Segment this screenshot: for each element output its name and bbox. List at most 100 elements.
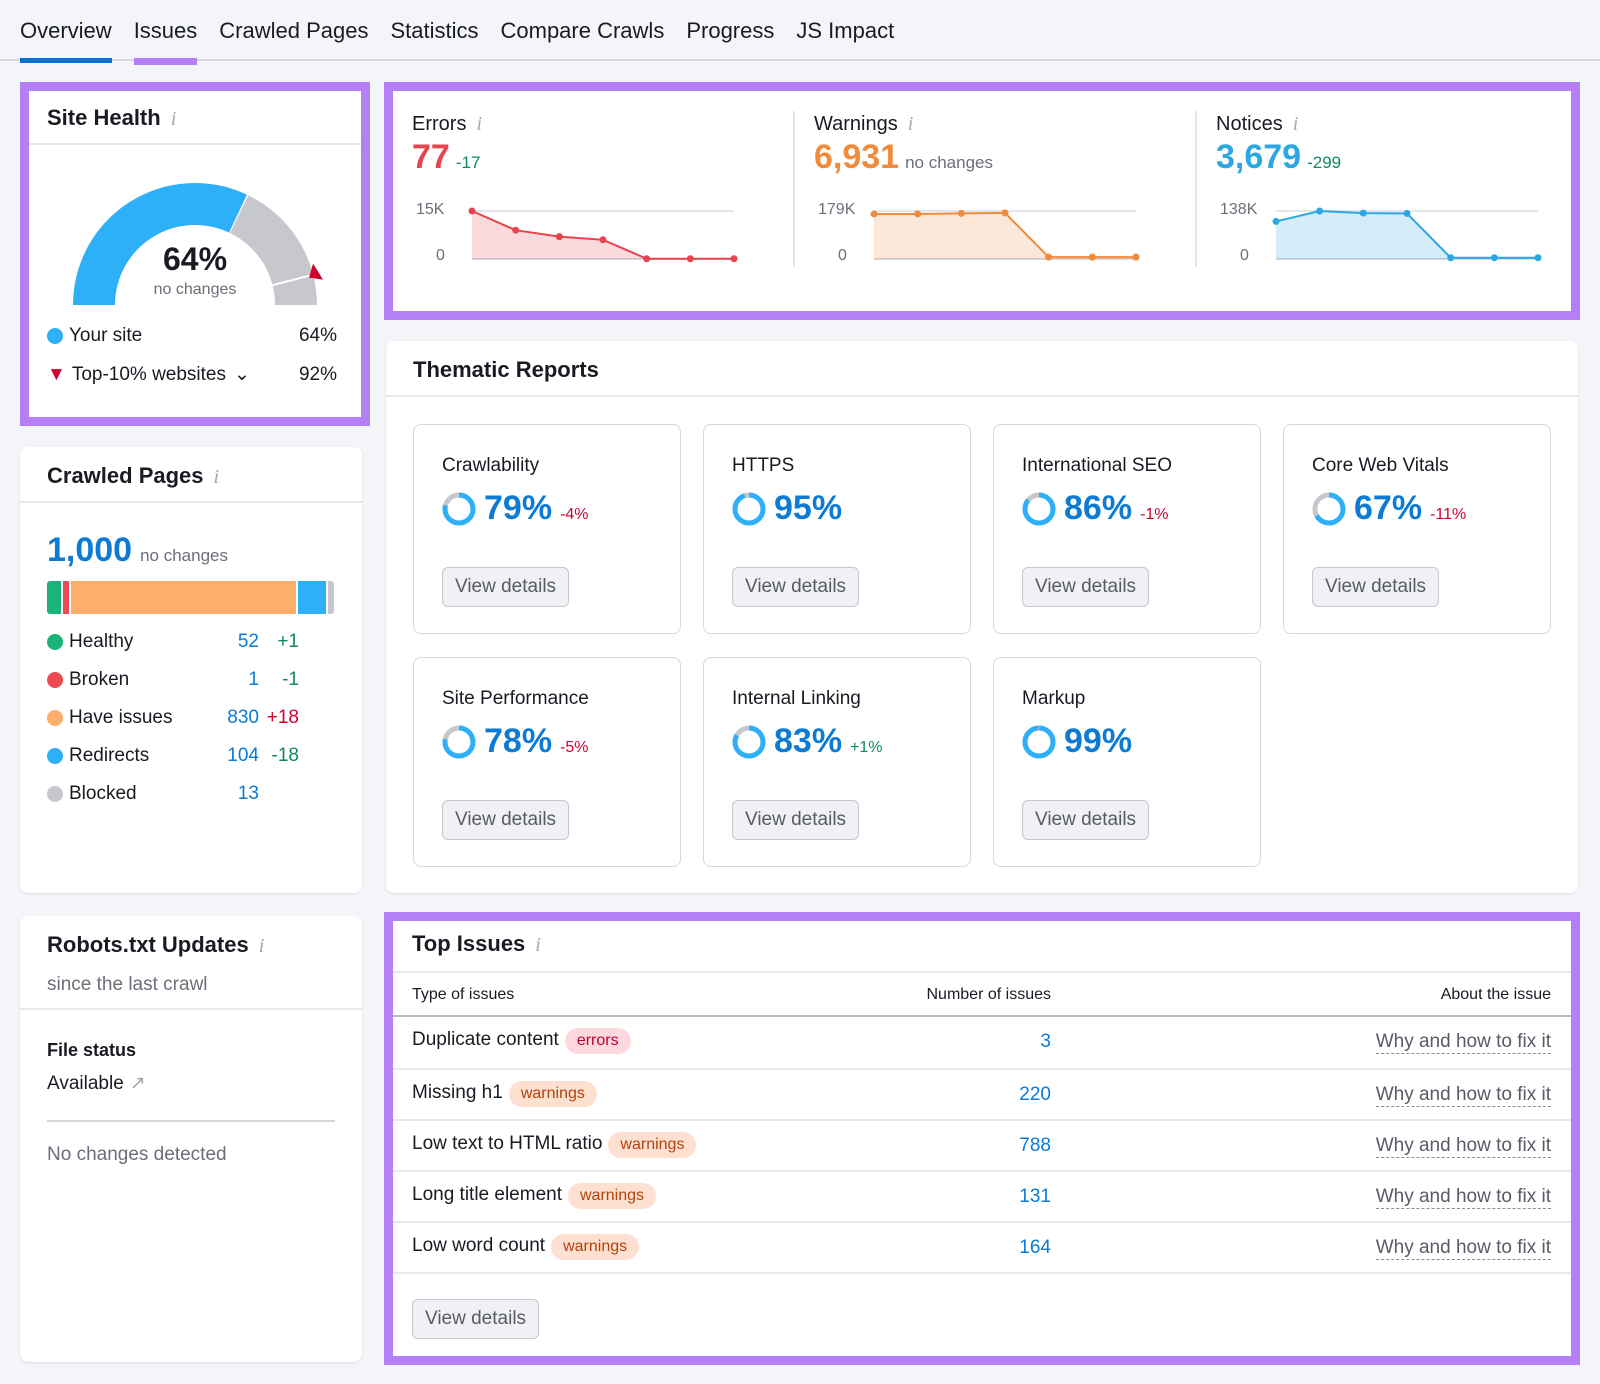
issue-row: Low text to HTML ratio warnings 788 Why a… <box>393 1119 1571 1170</box>
why-fix-link[interactable]: Why and how to fix it <box>1375 1084 1551 1107</box>
tab-crawled-pages[interactable]: Crawled Pages <box>219 18 369 43</box>
gauge-your-site-arc <box>73 183 247 305</box>
view-details-button[interactable]: View details <box>732 567 860 607</box>
top-issues-panel: Top Issues i Type of issues Number of iss… <box>384 912 1580 1365</box>
issue-type[interactable]: Low word count <box>412 1235 546 1256</box>
sparkline-point[interactable] <box>1447 254 1455 262</box>
sparkline-point[interactable] <box>643 255 651 263</box>
external-link-icon[interactable]: ↗ <box>129 1073 146 1094</box>
view-details-button[interactable]: View details <box>1022 800 1150 840</box>
tab-compare-crawls[interactable]: Compare Crawls <box>500 18 665 43</box>
info-icon[interactable]: i <box>535 934 541 956</box>
tab-js-impact[interactable]: JS Impact <box>796 18 895 43</box>
bar-segment-blocked[interactable] <box>327 581 334 614</box>
status-count[interactable]: 52 <box>237 631 259 652</box>
sparkline-point[interactable] <box>1132 253 1140 261</box>
stat-value[interactable]: 6,931 <box>814 138 900 176</box>
bar-segment-have-issues[interactable] <box>71 581 296 614</box>
y-max-label: 15K <box>416 201 445 218</box>
report-score[interactable]: 79% <box>484 489 553 527</box>
chevron-down-icon[interactable]: ⌄ <box>234 364 250 385</box>
site-health-value: 64% <box>162 241 228 277</box>
sparkline-point[interactable] <box>914 210 922 218</box>
issue-count[interactable]: 220 <box>1019 1084 1051 1105</box>
sparkline-point[interactable] <box>512 226 520 234</box>
issue-count[interactable]: 3 <box>1040 1031 1051 1052</box>
legend-top10[interactable]: ▼ Top-10% websites ⌄ 92% <box>47 363 337 386</box>
info-icon[interactable]: i <box>1292 113 1299 135</box>
issue-type[interactable]: Low text to HTML ratio <box>412 1133 603 1154</box>
status-count[interactable]: 830 <box>227 707 259 728</box>
report-score[interactable]: 83% <box>774 722 843 760</box>
status-count[interactable]: 104 <box>227 745 259 766</box>
stat-change: -299 <box>1307 153 1342 172</box>
view-details-button[interactable]: View details <box>732 800 860 840</box>
tab-overview[interactable]: Overview <box>20 0 112 63</box>
divider <box>1195 111 1197 267</box>
issue-type[interactable]: Duplicate content <box>412 1029 559 1050</box>
crawled-legend-item[interactable]: Blocked 13 <box>47 783 299 805</box>
report-score[interactable]: 95% <box>774 489 843 527</box>
sparkline-point[interactable] <box>1359 209 1367 217</box>
view-details-button[interactable]: View details <box>412 1299 540 1339</box>
tab-issues[interactable]: Issues <box>133 0 197 65</box>
issue-count[interactable]: 788 <box>1019 1135 1051 1156</box>
bar-segment-broken[interactable] <box>63 581 70 614</box>
file-status-value[interactable]: Available <box>47 1073 124 1094</box>
crawled-legend-item[interactable]: Have issues 830 +18 <box>47 707 299 729</box>
sparkline-area <box>472 211 734 259</box>
stat-value[interactable]: 77 <box>412 138 450 176</box>
info-icon[interactable]: i <box>476 113 483 135</box>
why-fix-link[interactable]: Why and how to fix it <box>1375 1186 1551 1209</box>
report-score[interactable]: 99% <box>1064 722 1133 760</box>
why-fix-link[interactable]: Why and how to fix it <box>1375 1135 1551 1158</box>
robots-header: Robots.txt Updates i <box>47 932 264 958</box>
view-details-button[interactable]: View details <box>1022 567 1150 607</box>
tab-progress[interactable]: Progress <box>686 18 775 43</box>
sparkline-point[interactable] <box>468 207 476 215</box>
view-details-button[interactable]: View details <box>442 800 570 840</box>
file-status-row[interactable]: Available ↗ <box>47 1072 146 1095</box>
why-fix-link[interactable]: Why and how to fix it <box>1375 1237 1551 1260</box>
stat-value[interactable]: 3,679 <box>1216 138 1302 176</box>
view-details-button[interactable]: View details <box>1312 567 1440 607</box>
sparkline-point[interactable] <box>730 255 738 263</box>
sparkline-point[interactable] <box>1045 253 1053 261</box>
view-details-button[interactable]: View details <box>442 567 570 607</box>
report-name: Internal Linking <box>732 688 861 709</box>
crawled-legend-item[interactable]: Broken 1 -1 <box>47 669 299 691</box>
sparkline-point[interactable] <box>1490 254 1498 262</box>
sparkline-point[interactable] <box>1316 207 1324 215</box>
why-fix-link[interactable]: Why and how to fix it <box>1375 1031 1551 1054</box>
sparkline-point[interactable] <box>1403 209 1411 217</box>
tab-statistics[interactable]: Statistics <box>390 18 479 43</box>
issue-count[interactable]: 131 <box>1019 1186 1051 1207</box>
issue-type[interactable]: Missing h1 <box>412 1082 503 1103</box>
report-score[interactable]: 86% <box>1064 489 1133 527</box>
issue-type[interactable]: Long title element <box>412 1184 562 1205</box>
sparkline-point[interactable] <box>599 236 607 244</box>
sparkline-point[interactable] <box>555 233 563 241</box>
sparkline-point[interactable] <box>1534 254 1542 262</box>
crawled-total[interactable]: 1,000 <box>47 531 133 569</box>
crawled-legend-item[interactable]: Redirects 104 -18 <box>47 745 299 767</box>
bar-segment-healthy[interactable] <box>47 581 62 614</box>
no-changes-text: No changes detected <box>47 1144 227 1165</box>
report-score[interactable]: 67% <box>1354 489 1423 527</box>
issue-count[interactable]: 164 <box>1019 1237 1051 1258</box>
sparkline-point[interactable] <box>957 209 965 217</box>
sparkline-point[interactable] <box>686 255 694 263</box>
status-count[interactable]: 13 <box>237 783 259 804</box>
sparkline-point[interactable] <box>1088 253 1096 261</box>
sparkline-point[interactable] <box>1272 217 1280 225</box>
sparkline-point[interactable] <box>1001 209 1009 217</box>
info-icon[interactable]: i <box>213 466 220 488</box>
status-count[interactable]: 1 <box>248 669 259 690</box>
crawled-legend-item[interactable]: Healthy 52 +1 <box>47 631 299 653</box>
info-icon[interactable]: i <box>170 108 177 130</box>
info-icon[interactable]: i <box>258 935 265 957</box>
info-icon[interactable]: i <box>907 113 914 135</box>
bar-segment-redirects[interactable] <box>297 581 326 614</box>
report-score[interactable]: 78% <box>484 722 553 760</box>
sparkline-point[interactable] <box>870 210 878 218</box>
